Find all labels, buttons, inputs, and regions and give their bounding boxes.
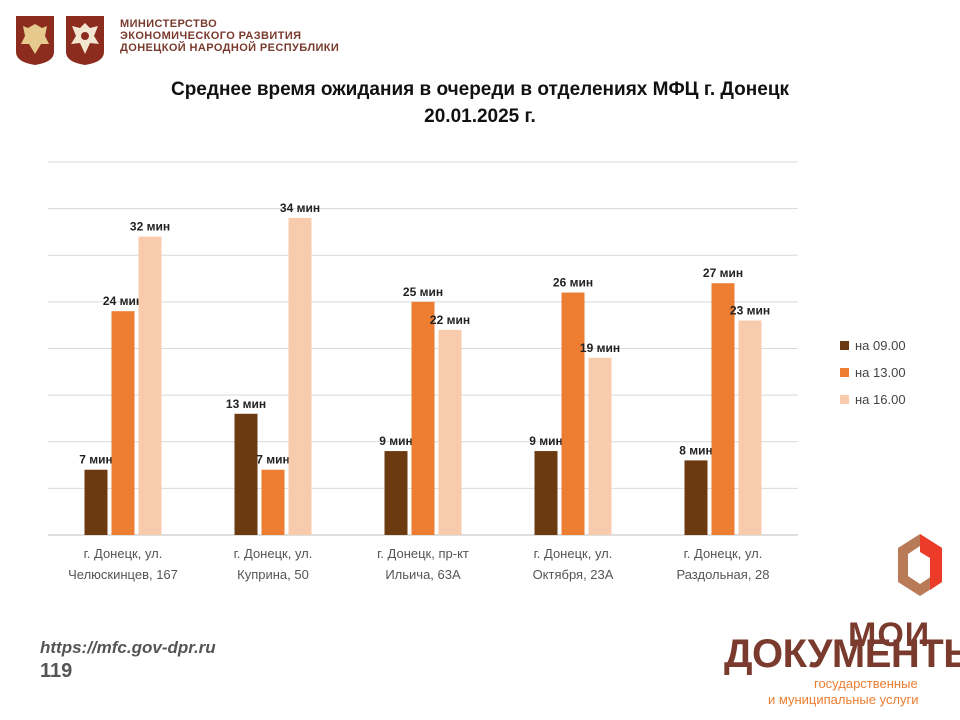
bar	[138, 236, 162, 535]
category-label: г. Донецк, ул.	[84, 546, 163, 561]
bar	[234, 413, 258, 535]
ministry-line-2: ЭКОНОМИЧЕСКОГО РАЗВИТИЯ	[120, 30, 302, 42]
bar	[561, 292, 585, 535]
coat-of-arms-icon	[16, 16, 54, 65]
legend-swatch-1300	[840, 368, 849, 377]
moi-dokumenty-logo-icon	[898, 534, 942, 596]
legend-swatch-1600	[840, 395, 849, 404]
data-label: 26 мин	[553, 276, 593, 290]
data-label: 24 мин	[103, 294, 143, 308]
bar	[111, 311, 135, 535]
bar	[438, 329, 462, 535]
legend-item-1600: на 16.00	[840, 386, 906, 413]
legend: на 09.00 на 13.00 на 16.00	[840, 332, 906, 413]
legend-label-1600: на 16.00	[855, 392, 906, 407]
bar	[384, 451, 408, 535]
category-label: г. Донецк, ул.	[234, 546, 313, 561]
bar	[738, 320, 762, 535]
ministry-name: МИНИСТЕРСТВО ЭКОНОМИЧЕСКОГО РАЗВИТИЯ ДОН…	[120, 18, 339, 54]
legend-label-0900: на 09.00	[855, 338, 906, 353]
header: МИНИСТЕРСТВО ЭКОНОМИЧЕСКОГО РАЗВИТИЯ ДОН…	[14, 14, 339, 68]
category-label: Октября, 23А	[533, 567, 614, 582]
data-label: 22 мин	[430, 313, 470, 327]
dpr-emblem-icon	[66, 16, 104, 65]
data-label: 9 мин	[379, 434, 413, 448]
bar	[534, 451, 558, 535]
legend-item-0900: на 09.00	[840, 332, 906, 359]
data-label: 27 мин	[703, 266, 743, 280]
chart-title-block: Среднее время ожидания в очереди в отдел…	[0, 76, 960, 130]
legend-item-1300: на 13.00	[840, 359, 906, 386]
category-label: Раздольная, 28	[676, 567, 769, 582]
site-url: https://mfc.gov-dpr.ru	[40, 638, 216, 657]
category-label: Челюскинцев, 167	[68, 567, 178, 582]
ministry-line-1: МИНИСТЕРСТВО	[120, 18, 218, 30]
brand-subtitle-2: и муниципальные услуги	[768, 692, 919, 707]
category-label: г. Донецк, пр-кт	[377, 546, 469, 561]
bar	[411, 301, 435, 535]
data-label: 8 мин	[679, 443, 713, 457]
data-label: 19 мин	[580, 341, 620, 355]
category-label: Куприна, 50	[237, 567, 309, 582]
brand-logo: МОИ ДОКУМЕНТЫ государственные и муниципа…	[720, 530, 960, 710]
data-label: 13 мин	[226, 397, 266, 411]
legend-swatch-0900	[840, 341, 849, 350]
brand-subtitle-1: государственные	[814, 676, 918, 691]
chart-subtitle: 20.01.2025 г.	[424, 106, 536, 127]
page-number: 119	[40, 660, 73, 682]
brand-docs: ДОКУМЕНТЫ	[724, 632, 960, 676]
data-label: 23 мин	[730, 304, 770, 318]
data-label: 34 мин	[280, 201, 320, 215]
brand-moi: МОИ	[848, 616, 931, 654]
ministry-line-3: ДОНЕЦКОЙ НАРОДНОЙ РЕСПУБЛИКИ	[120, 42, 340, 54]
category-label: г. Донецк, ул.	[684, 546, 763, 561]
bar	[711, 283, 735, 535]
data-label: 7 мин	[256, 453, 290, 467]
data-label: 25 мин	[403, 285, 443, 299]
bar	[288, 217, 312, 535]
bar	[588, 357, 612, 535]
data-label: 7 мин	[79, 453, 113, 467]
chart-title: Среднее время ожидания в очереди в отдел…	[170, 79, 790, 100]
category-label: Ильича, 63А	[385, 567, 461, 582]
category-label: г. Донецк, ул.	[534, 546, 613, 561]
bar	[261, 469, 285, 535]
data-label: 32 мин	[130, 220, 170, 234]
legend-label-1300: на 13.00	[855, 365, 906, 380]
bar	[84, 469, 108, 535]
bar	[684, 460, 708, 535]
data-label: 9 мин	[529, 434, 563, 448]
